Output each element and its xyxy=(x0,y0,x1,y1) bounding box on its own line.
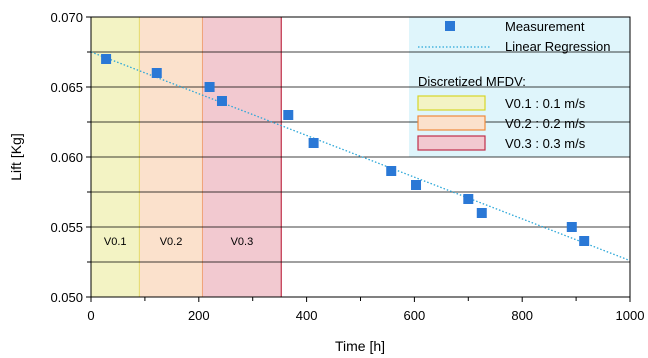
y-tick-label: 0.070 xyxy=(50,10,83,25)
measurement-point-11 xyxy=(566,222,577,232)
x-axis-label: Time [h] xyxy=(335,338,385,354)
x-tick-label: 0 xyxy=(87,308,94,323)
measurement-point-6 xyxy=(308,138,319,148)
measurement-point-12 xyxy=(579,236,590,246)
legend-region-3-swatch xyxy=(417,135,486,151)
legend-region-3-label: V0.3 : 0.3 m/s xyxy=(505,136,586,151)
measurement-point-1 xyxy=(101,54,112,64)
legend-region-1-swatch xyxy=(417,95,486,111)
y-tick-label: 0.050 xyxy=(50,290,83,305)
region-labels: V0.1 V0.2 V0.3 xyxy=(104,236,253,248)
measurement-point-4 xyxy=(216,96,227,106)
region-1-label: V0.1 xyxy=(104,236,127,248)
legend-measurement-marker xyxy=(445,21,455,31)
region-3-label: V0.3 xyxy=(231,236,254,248)
grid-lines xyxy=(91,51,630,263)
legend: Measurement Linear Regression Discretized … xyxy=(417,19,611,151)
x-tick-label: 400 xyxy=(296,308,318,323)
legend-measurement-label: Measurement xyxy=(505,19,585,34)
y-tick-label: 0.060 xyxy=(50,150,83,165)
measurement-point-9 xyxy=(463,194,474,204)
measurement-point-7 xyxy=(386,166,397,176)
x-tick-label: 1000 xyxy=(616,308,645,323)
measurement-point-10 xyxy=(476,208,487,218)
legend-region-2-swatch xyxy=(417,115,486,131)
x-tick-label: 800 xyxy=(511,308,533,323)
legend-region-2-label: V0.2 : 0.2 m/s xyxy=(505,116,586,131)
y-tick-label: 0.065 xyxy=(50,80,83,95)
legend-region-1-label: V0.1 : 0.1 m/s xyxy=(505,96,586,111)
measurement-point-5 xyxy=(283,110,294,120)
x-tick-label: 200 xyxy=(188,308,210,323)
data-series xyxy=(90,51,631,262)
region-2-label: V0.2 xyxy=(160,236,183,248)
axes: 0 200 400 600 800 1000 0.050 0.055 0.060 0.065 0.0… xyxy=(50,10,644,323)
legend-regions-title: Discretized MFDV: xyxy=(418,74,526,89)
x-tick-label: 600 xyxy=(404,308,426,323)
y-tick-label: 0.055 xyxy=(50,220,83,235)
measurement-point-3 xyxy=(204,82,215,92)
legend-regression-label: Linear Regression xyxy=(505,39,611,54)
measurement-point-2 xyxy=(151,68,162,78)
y-axis-label: Lift [Kg] xyxy=(8,133,24,180)
measurement-point-8 xyxy=(411,180,422,190)
